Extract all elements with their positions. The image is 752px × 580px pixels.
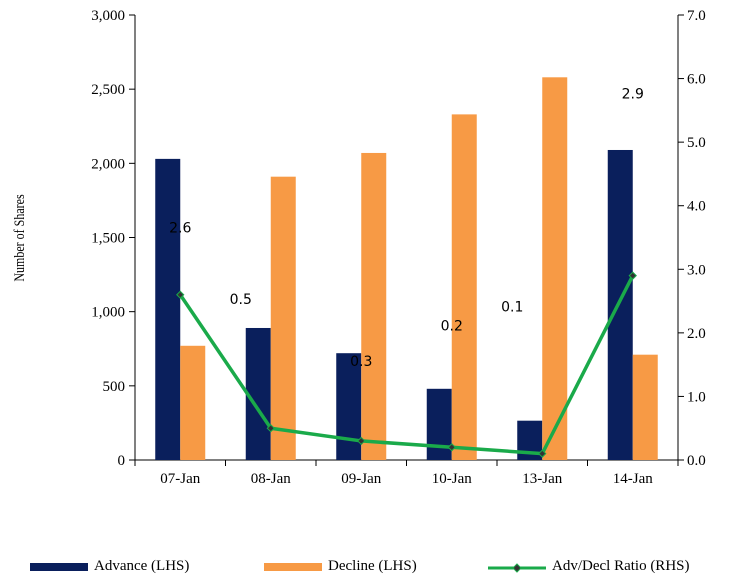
y-tick-label: 3,000 xyxy=(91,8,125,24)
ratio-data-label: 0.3 xyxy=(350,354,372,370)
x-tick-label: 10-Jan xyxy=(432,471,472,487)
advance-bar xyxy=(155,158,181,460)
advance-bar xyxy=(426,388,452,460)
legend-swatch-decline xyxy=(264,562,322,571)
x-tick-label: 14-Jan xyxy=(613,471,653,487)
y-tick-label: 1,000 xyxy=(91,305,125,321)
x-tick-label: 07-Jan xyxy=(160,471,200,487)
y-axis-title: Number of Shares xyxy=(11,194,28,281)
ratio-data-label: 0.1 xyxy=(501,300,523,316)
labels: 2.6 0.5 0.3 0.2 0.1 2.9 xyxy=(169,87,644,370)
y-tick-label: 500 xyxy=(103,379,126,395)
decline-bar xyxy=(632,354,658,460)
ratio-point xyxy=(538,449,547,458)
ratio-point xyxy=(628,271,637,280)
legend-label-ratio: Adv/Decl Ratio (RHS) xyxy=(552,558,690,574)
ratio-point xyxy=(176,290,185,299)
y2-tick-label: 7.0 xyxy=(687,8,706,24)
x-tick-label: 09-Jan xyxy=(341,471,381,487)
legend-swatch-advance xyxy=(30,562,88,571)
legend-item-advance: Advance (LHS) xyxy=(30,558,189,575)
advance-bar xyxy=(245,327,271,460)
ratio-data-label: 2.9 xyxy=(622,87,644,103)
y2-tick-label: 2.0 xyxy=(687,326,706,342)
ratio-point xyxy=(357,436,366,446)
ratio-point xyxy=(266,424,275,433)
y-tick-label: 2,500 xyxy=(91,82,125,98)
y2-tick-label: 5.0 xyxy=(687,135,706,151)
chart: 0 500 1,000 1,500 2,000 2,500 3,000 0.0 1.0 2.0 3.… xyxy=(11,8,706,487)
decline-bar xyxy=(542,77,568,461)
ratio-line-path xyxy=(178,274,635,456)
y2-tick-label: 6.0 xyxy=(687,72,706,88)
x-tick-label: 13-Jan xyxy=(522,471,562,487)
ratio-line xyxy=(176,271,637,458)
legend-label-advance: Advance (LHS) xyxy=(94,558,190,574)
axes: 0 500 1,000 1,500 2,000 2,500 3,000 0.0 1.0 2.0 3.… xyxy=(91,8,706,487)
y2-tick-label: 0.0 xyxy=(687,453,706,469)
advance-bar xyxy=(336,353,362,460)
decline-bar xyxy=(361,152,387,460)
decline-bar xyxy=(270,176,296,460)
ratio-data-label: 0.2 xyxy=(441,318,463,334)
y2-tick-label: 3.0 xyxy=(687,262,706,278)
advance-bar xyxy=(607,149,633,460)
legend-swatch-ratio xyxy=(488,561,546,573)
ratio-point xyxy=(447,443,456,452)
legend: Advance (LHS) Decline (LHS) Adv/Decl Rat… xyxy=(0,558,752,580)
legend-item-decline: Decline (LHS) xyxy=(264,558,417,575)
y-tick-label: 2,000 xyxy=(91,156,125,172)
x-tick-label: 08-Jan xyxy=(251,471,291,487)
y2-tick-label: 1.0 xyxy=(687,389,706,405)
bars xyxy=(155,77,658,461)
ratio-data-label: 2.6 xyxy=(169,221,191,237)
legend-label-decline: Decline (LHS) xyxy=(328,558,417,574)
legend-item-ratio: Adv/Decl Ratio (RHS) xyxy=(488,558,689,575)
decline-bar xyxy=(451,114,477,460)
y2-tick-label: 4.0 xyxy=(687,199,706,215)
decline-bar xyxy=(180,345,206,460)
ratio-data-label: 0.5 xyxy=(230,292,252,308)
y-tick-label: 1,500 xyxy=(91,231,125,247)
y-tick-label: 0 xyxy=(118,453,126,469)
